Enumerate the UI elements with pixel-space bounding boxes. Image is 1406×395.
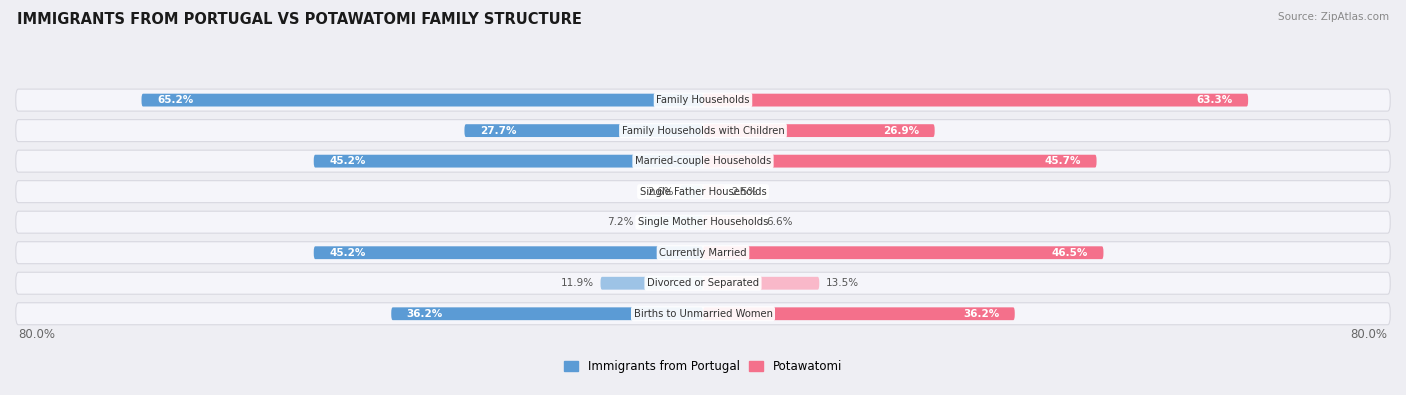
Text: Single Father Households: Single Father Households	[640, 187, 766, 197]
FancyBboxPatch shape	[314, 246, 703, 259]
Text: 11.9%: 11.9%	[561, 278, 593, 288]
FancyBboxPatch shape	[703, 277, 820, 290]
FancyBboxPatch shape	[15, 181, 1391, 203]
FancyBboxPatch shape	[15, 303, 1391, 325]
FancyBboxPatch shape	[391, 307, 703, 320]
Text: 63.3%: 63.3%	[1197, 95, 1233, 105]
FancyBboxPatch shape	[703, 155, 1097, 167]
FancyBboxPatch shape	[15, 272, 1391, 294]
FancyBboxPatch shape	[464, 124, 703, 137]
Text: 80.0%: 80.0%	[1351, 328, 1388, 341]
Text: Married-couple Households: Married-couple Households	[636, 156, 770, 166]
Text: 45.2%: 45.2%	[329, 156, 366, 166]
Text: 2.5%: 2.5%	[731, 187, 758, 197]
Text: Divorced or Separated: Divorced or Separated	[647, 278, 759, 288]
Text: Source: ZipAtlas.com: Source: ZipAtlas.com	[1278, 12, 1389, 22]
FancyBboxPatch shape	[681, 185, 703, 198]
Text: Currently Married: Currently Married	[659, 248, 747, 258]
Text: 26.9%: 26.9%	[883, 126, 920, 135]
Text: 36.2%: 36.2%	[406, 309, 443, 319]
Text: 13.5%: 13.5%	[827, 278, 859, 288]
Text: 46.5%: 46.5%	[1052, 248, 1088, 258]
FancyBboxPatch shape	[314, 155, 703, 167]
Text: 6.6%: 6.6%	[766, 217, 793, 227]
FancyBboxPatch shape	[703, 124, 935, 137]
Text: Single Mother Households: Single Mother Households	[638, 217, 768, 227]
Text: 45.7%: 45.7%	[1045, 156, 1081, 166]
FancyBboxPatch shape	[15, 150, 1391, 172]
FancyBboxPatch shape	[703, 246, 1104, 259]
Text: Births to Unmarried Women: Births to Unmarried Women	[634, 309, 772, 319]
Text: IMMIGRANTS FROM PORTUGAL VS POTAWATOMI FAMILY STRUCTURE: IMMIGRANTS FROM PORTUGAL VS POTAWATOMI F…	[17, 12, 582, 27]
Text: 27.7%: 27.7%	[479, 126, 516, 135]
FancyBboxPatch shape	[15, 242, 1391, 264]
FancyBboxPatch shape	[15, 211, 1391, 233]
Text: 7.2%: 7.2%	[607, 217, 634, 227]
FancyBboxPatch shape	[15, 120, 1391, 142]
Text: Family Households: Family Households	[657, 95, 749, 105]
Legend: Immigrants from Portugal, Potawatomi: Immigrants from Portugal, Potawatomi	[561, 357, 845, 377]
FancyBboxPatch shape	[703, 94, 1249, 107]
Text: 36.2%: 36.2%	[963, 309, 1000, 319]
FancyBboxPatch shape	[703, 307, 1015, 320]
FancyBboxPatch shape	[641, 216, 703, 229]
Text: 2.6%: 2.6%	[647, 187, 673, 197]
FancyBboxPatch shape	[703, 216, 759, 229]
FancyBboxPatch shape	[15, 89, 1391, 111]
Text: 65.2%: 65.2%	[157, 95, 193, 105]
FancyBboxPatch shape	[703, 185, 724, 198]
FancyBboxPatch shape	[600, 277, 703, 290]
Text: Family Households with Children: Family Households with Children	[621, 126, 785, 135]
Text: 45.2%: 45.2%	[329, 248, 366, 258]
FancyBboxPatch shape	[142, 94, 703, 107]
Text: 80.0%: 80.0%	[18, 328, 55, 341]
